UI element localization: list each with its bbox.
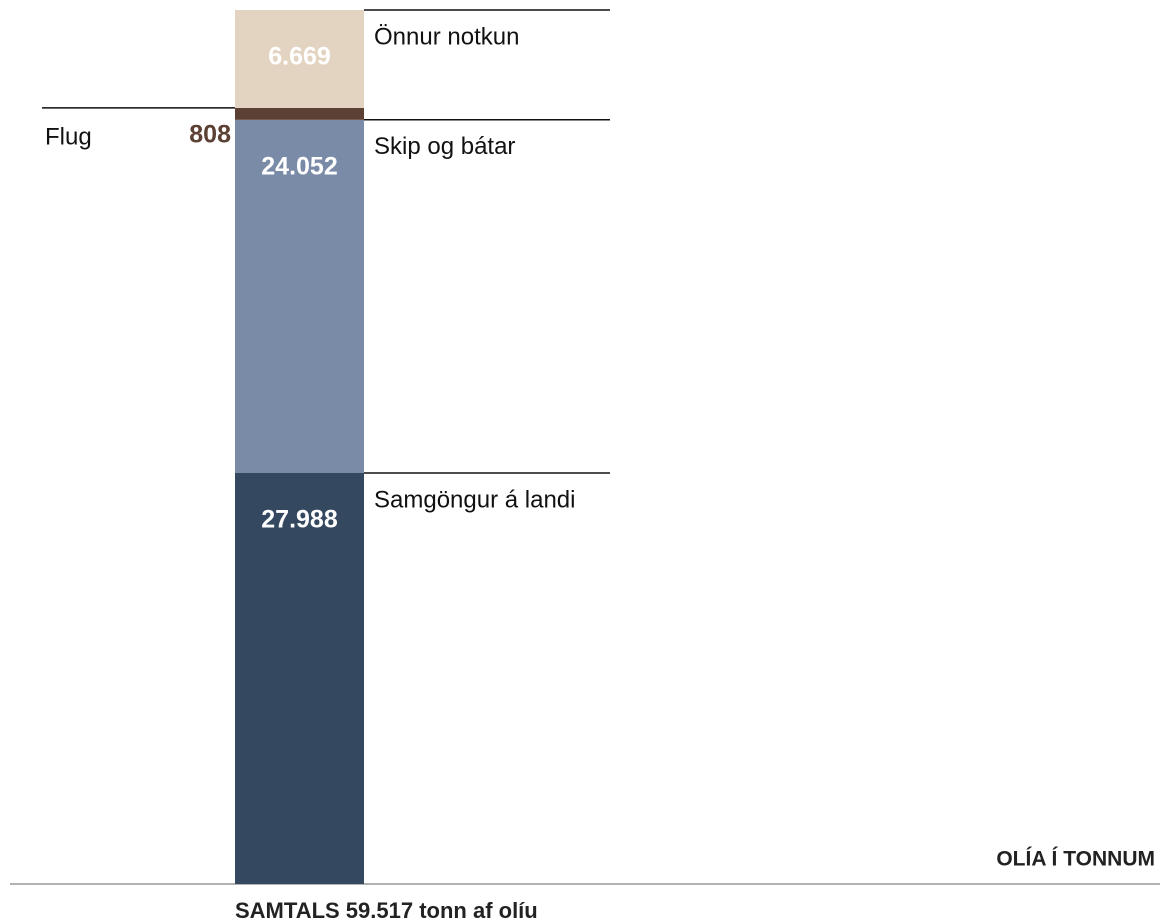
value-label: 6.669: [268, 43, 331, 71]
unit-label: OLÍA Í TONNUM: [996, 848, 1155, 871]
chart-title: SAMTALS 59.517 tonn af olíu: [235, 898, 538, 923]
value-label: 808: [189, 121, 231, 149]
legend-label: Skip og bátar: [374, 133, 515, 160]
legend-label: Flug: [45, 123, 92, 150]
value-label: 27.988: [261, 506, 338, 534]
value-label: 24.052: [261, 152, 337, 180]
legend-label: Samgöngur á landi: [374, 486, 575, 513]
bar-segment: [235, 10, 364, 108]
bar-segment: [235, 119, 364, 473]
bar-segment: [235, 107, 364, 120]
legend-label: Önnur notkun: [374, 23, 519, 50]
bar-segment: [235, 472, 364, 884]
